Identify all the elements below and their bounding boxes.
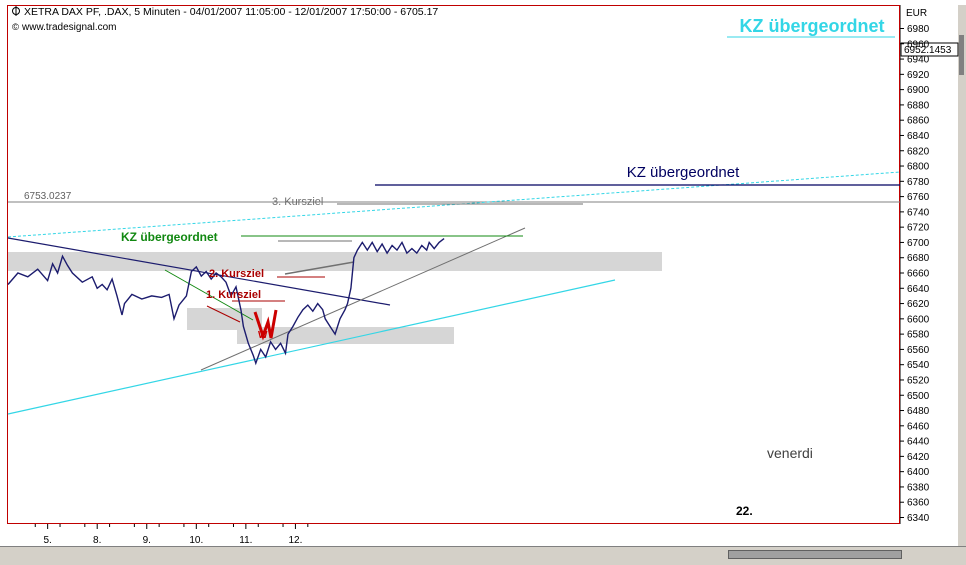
x-axis-ticks: 5. 8. 9. 10. 11. 12. bbox=[34, 524, 309, 546]
instrument-info: XETRA DAX PF, .DAX, 5 Minuten - 04/01/20… bbox=[24, 6, 438, 18]
y-tick-label: 6380 bbox=[907, 482, 930, 493]
chart-title: KZ übergeordnet bbox=[739, 16, 884, 36]
x-tick-label: 10. bbox=[189, 535, 203, 546]
y-tick-label: 6980 bbox=[907, 24, 930, 35]
y-tick-label: 6840 bbox=[907, 131, 930, 142]
y-tick-label: 6780 bbox=[907, 177, 930, 188]
y-axis-ticks: 6980 6960 6940 6920 6900 6880 6860 6840 6820 6800… bbox=[900, 24, 930, 524]
y-tick-label: 6480 bbox=[907, 406, 930, 417]
y-tick-label: 6520 bbox=[907, 375, 930, 386]
y-tick-label: 6760 bbox=[907, 192, 930, 203]
y-tick-label: 6500 bbox=[907, 391, 930, 402]
y-tick-label: 6820 bbox=[907, 146, 930, 157]
y-tick-label: 6720 bbox=[907, 223, 930, 234]
venerdi-label: venerdi bbox=[767, 445, 813, 461]
y-tick-label: 6900 bbox=[907, 85, 930, 96]
kursziel-2-label: 2. Kursziel bbox=[209, 268, 264, 280]
day-22-label: 22. bbox=[736, 504, 753, 518]
y-tick-label: 6700 bbox=[907, 238, 930, 249]
channel-bottom-line bbox=[284, 261, 355, 275]
copyright-icon: © bbox=[12, 22, 19, 33]
y-tick-label: 6440 bbox=[907, 437, 930, 448]
y-tick-label: 6560 bbox=[907, 345, 930, 356]
x-tick-label: 11. bbox=[239, 535, 252, 546]
kz-left-label: KZ übergeordnet bbox=[121, 230, 218, 244]
w-mark: W bbox=[258, 330, 268, 341]
y-tick-label: 6860 bbox=[907, 116, 930, 127]
gray-uptrend-line bbox=[200, 227, 526, 371]
green-slope-line bbox=[164, 269, 254, 321]
kursziel-3-label: 3. Kursziel bbox=[272, 196, 323, 208]
price-line bbox=[7, 238, 445, 366]
y-tick-label: 6800 bbox=[907, 162, 930, 173]
kz-right-label: KZ übergeordnet bbox=[627, 164, 740, 181]
price-tag-box bbox=[900, 42, 959, 57]
vertical-scrollbar-thumb[interactable] bbox=[959, 35, 964, 75]
y-tick-label: 6420 bbox=[907, 452, 930, 463]
w-pattern bbox=[253, 309, 278, 341]
y-tick-label: 6940 bbox=[907, 55, 930, 66]
y-tick-label: 6880 bbox=[907, 100, 930, 111]
y-tick-label: 6580 bbox=[907, 330, 930, 341]
zone-lower bbox=[237, 327, 454, 344]
x-tick-label: 5. bbox=[43, 535, 51, 546]
source-label: www.tradesignal.com bbox=[21, 22, 116, 33]
horizontal-scrollbar[interactable] bbox=[0, 546, 966, 565]
y-tick-label: 6680 bbox=[907, 253, 930, 264]
x-tick-label: 9. bbox=[143, 535, 151, 546]
y-tick-label: 6920 bbox=[907, 70, 930, 81]
x-tick-label: 8. bbox=[93, 535, 101, 546]
y-tick-label: 6620 bbox=[907, 299, 930, 310]
y-tick-label: 6740 bbox=[907, 207, 930, 218]
y-tick-label: 6340 bbox=[907, 513, 930, 524]
vertical-scrollbar[interactable] bbox=[958, 5, 966, 546]
y-tick-label: 6540 bbox=[907, 360, 930, 371]
cyan-trendline-lower bbox=[7, 279, 616, 415]
currency-label: EUR bbox=[906, 8, 927, 19]
current-price-tag: 6952.1453 bbox=[904, 45, 952, 56]
y-tick-label: 6640 bbox=[907, 284, 930, 295]
y-tick-label: 6460 bbox=[907, 421, 930, 432]
hline-label: 6753.0237 bbox=[24, 191, 72, 202]
x-tick-label: 12. bbox=[288, 535, 302, 546]
y-tick-label: 6600 bbox=[907, 314, 930, 325]
price-axis[interactable] bbox=[900, 5, 959, 524]
scrollbar-thumb[interactable] bbox=[728, 550, 902, 559]
kursziel-1-label: 1. Kursziel bbox=[206, 289, 261, 301]
y-tick-label: 6660 bbox=[907, 269, 930, 280]
y-tick-label: 6400 bbox=[907, 467, 930, 478]
red-short-line bbox=[206, 305, 241, 323]
time-axis[interactable] bbox=[7, 524, 900, 546]
y-tick-label: 6360 bbox=[907, 498, 930, 509]
instrument-icon[interactable] bbox=[12, 6, 20, 16]
y-tick-label: 6960 bbox=[907, 39, 930, 50]
